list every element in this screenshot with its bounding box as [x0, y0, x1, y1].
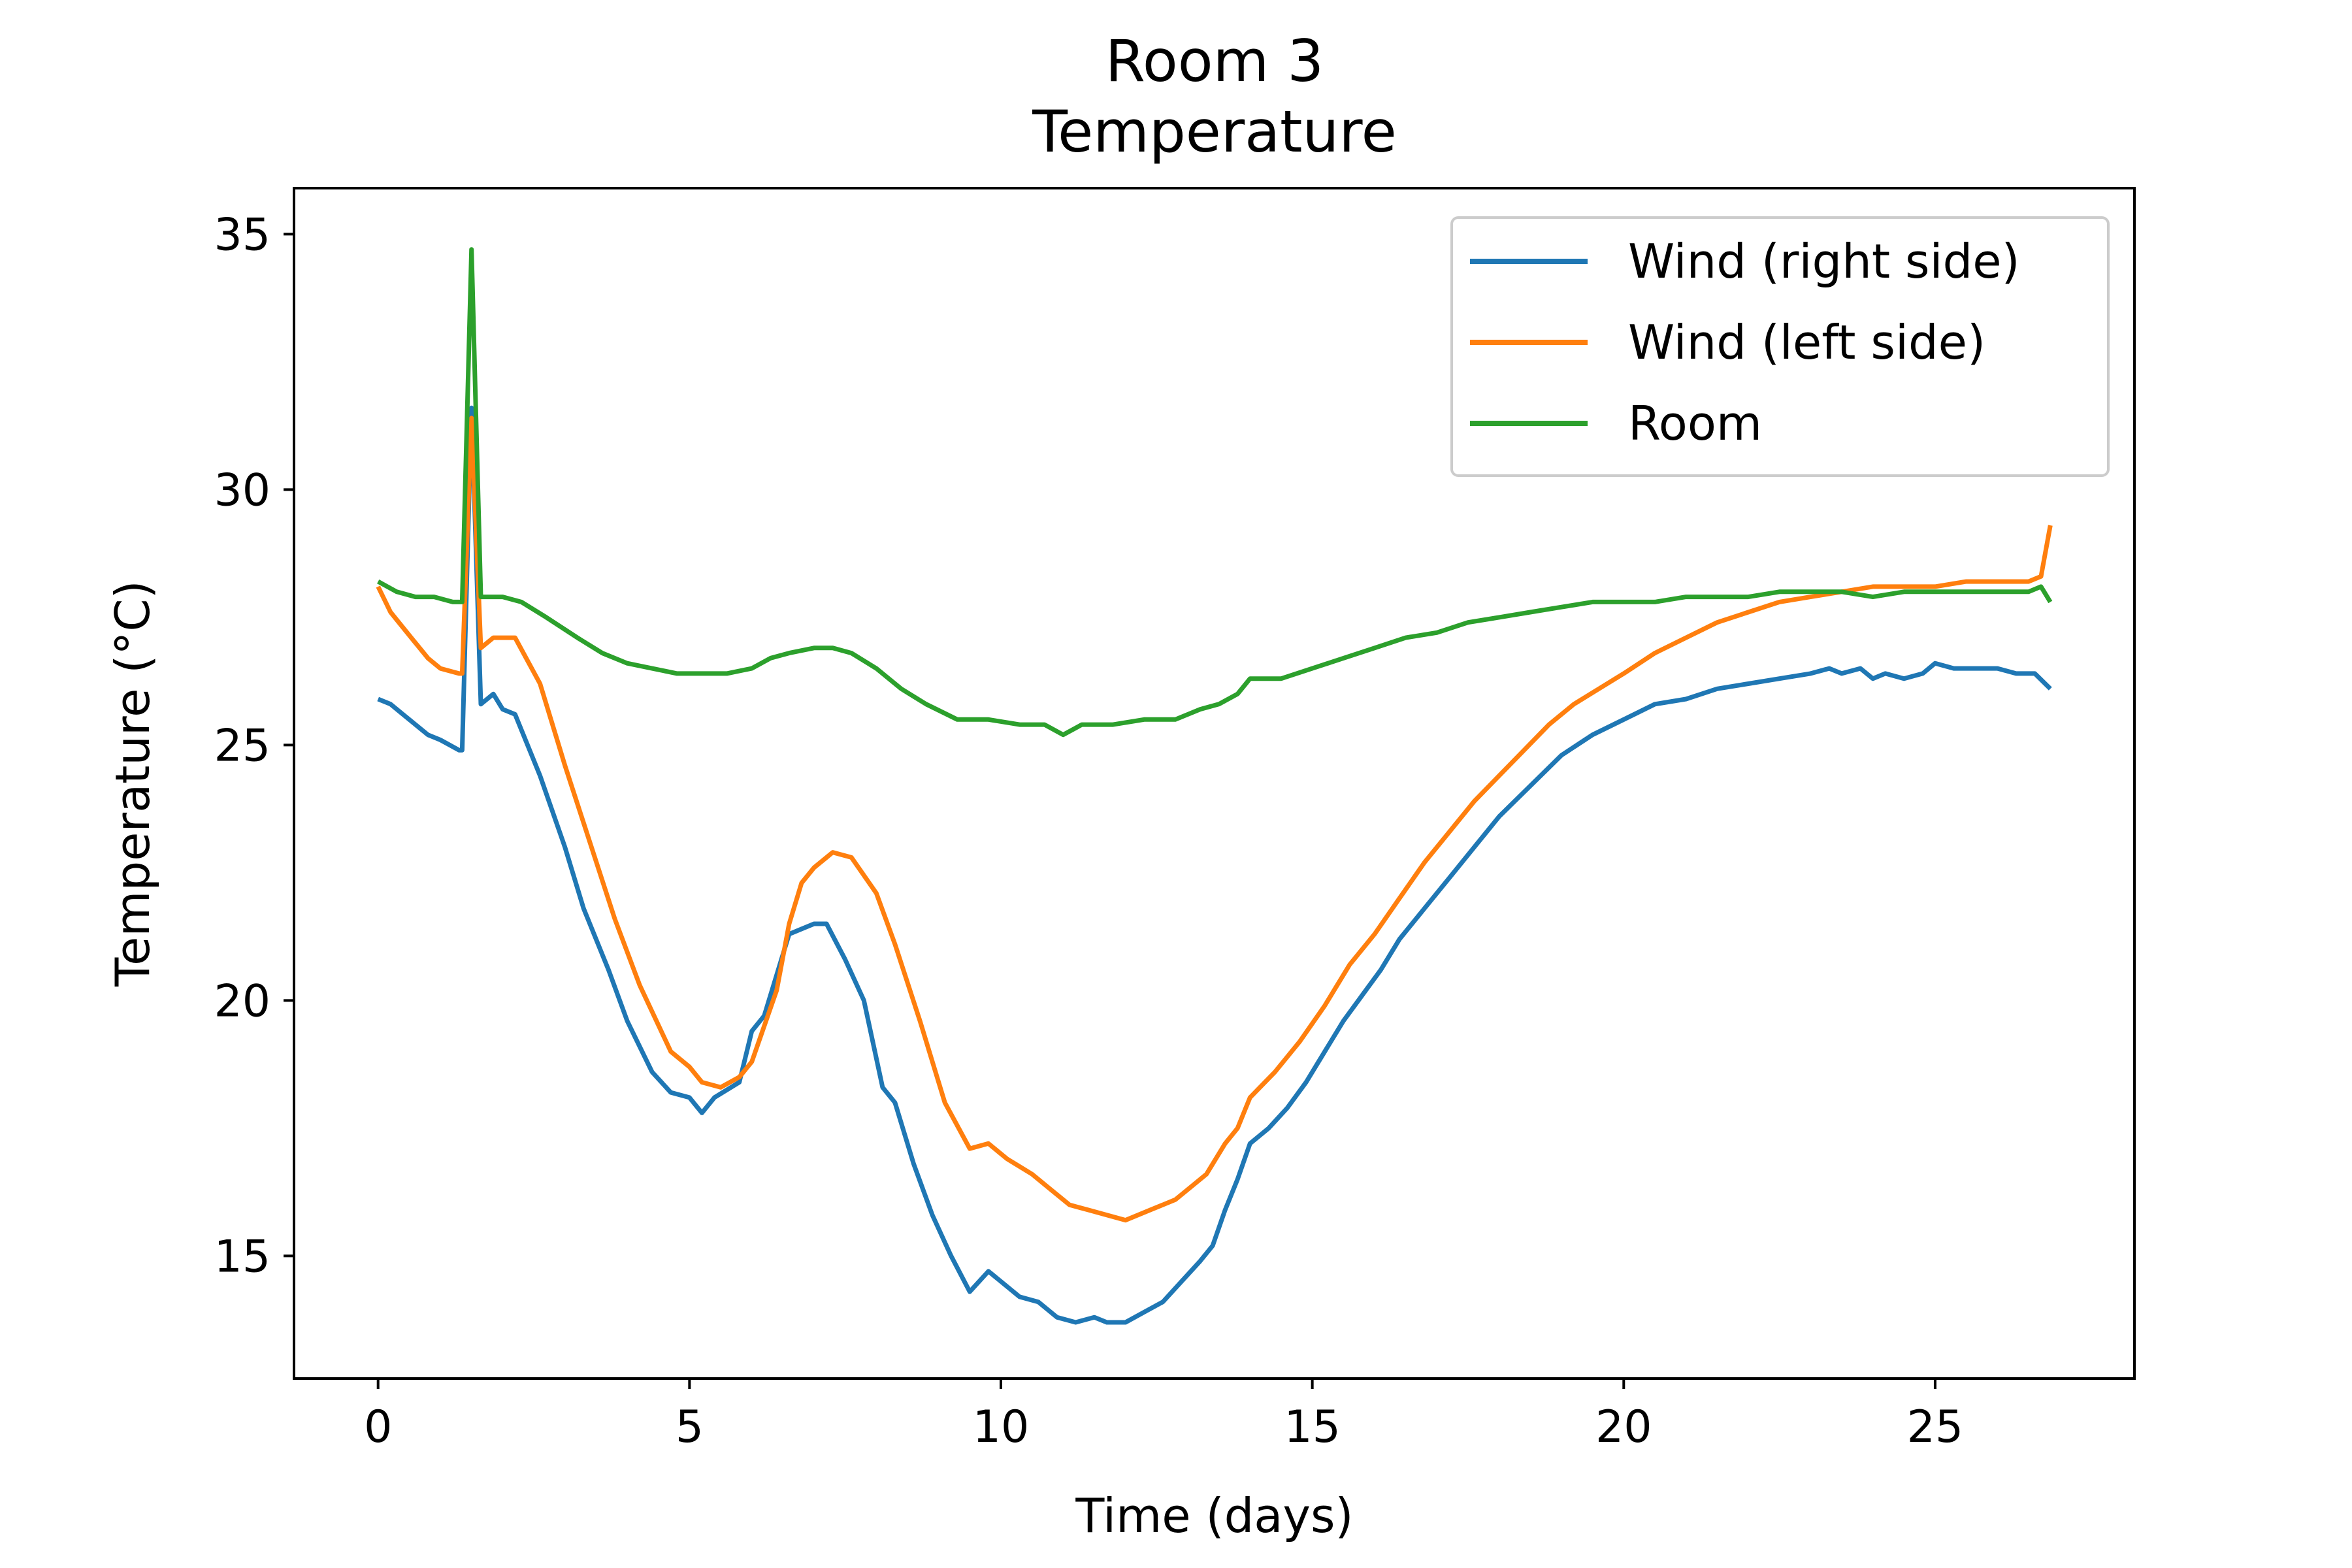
chart-title-line2: Temperature: [1032, 98, 1396, 165]
legend-label-wind-right: Wind (right side): [1628, 234, 2020, 289]
x-tick-label: 20: [1595, 1401, 1652, 1453]
y-tick-label: 30: [214, 465, 270, 516]
series-layer: [376, 247, 2053, 1325]
y-tick-label: 20: [214, 975, 270, 1027]
y-tick-label: 15: [214, 1231, 270, 1282]
y-axis-label: Temperature (°C): [105, 580, 160, 987]
legend-box: [1450, 216, 2110, 477]
ticks-layer: 0 5 10 15 20 25 15 20 25 30 35: [214, 209, 1963, 1453]
y-tick-label: 25: [214, 720, 270, 772]
x-tick-label: 25: [1907, 1401, 1964, 1453]
series-line-wind-right-side: [377, 405, 2052, 1325]
x-tick-label: 5: [676, 1401, 704, 1453]
legend-label-room: Room: [1628, 396, 1762, 451]
x-axis-label: Time (days): [1075, 1488, 1353, 1543]
legend-label-wind-left: Wind (left side): [1628, 315, 1985, 370]
series-line-room: [377, 247, 2053, 738]
legend: Wind (right side) Wind (left side) Room: [1450, 216, 2110, 477]
x-tick-label: 15: [1284, 1401, 1341, 1453]
y-tick-label: 35: [214, 209, 270, 261]
x-tick-label: 0: [364, 1401, 392, 1453]
plot-area-frame: [293, 187, 2136, 1380]
chart-title-line1: Room 3: [1105, 27, 1324, 95]
x-tick-label: 10: [973, 1401, 1030, 1453]
series-line-wind-left-side: [376, 416, 2053, 1223]
